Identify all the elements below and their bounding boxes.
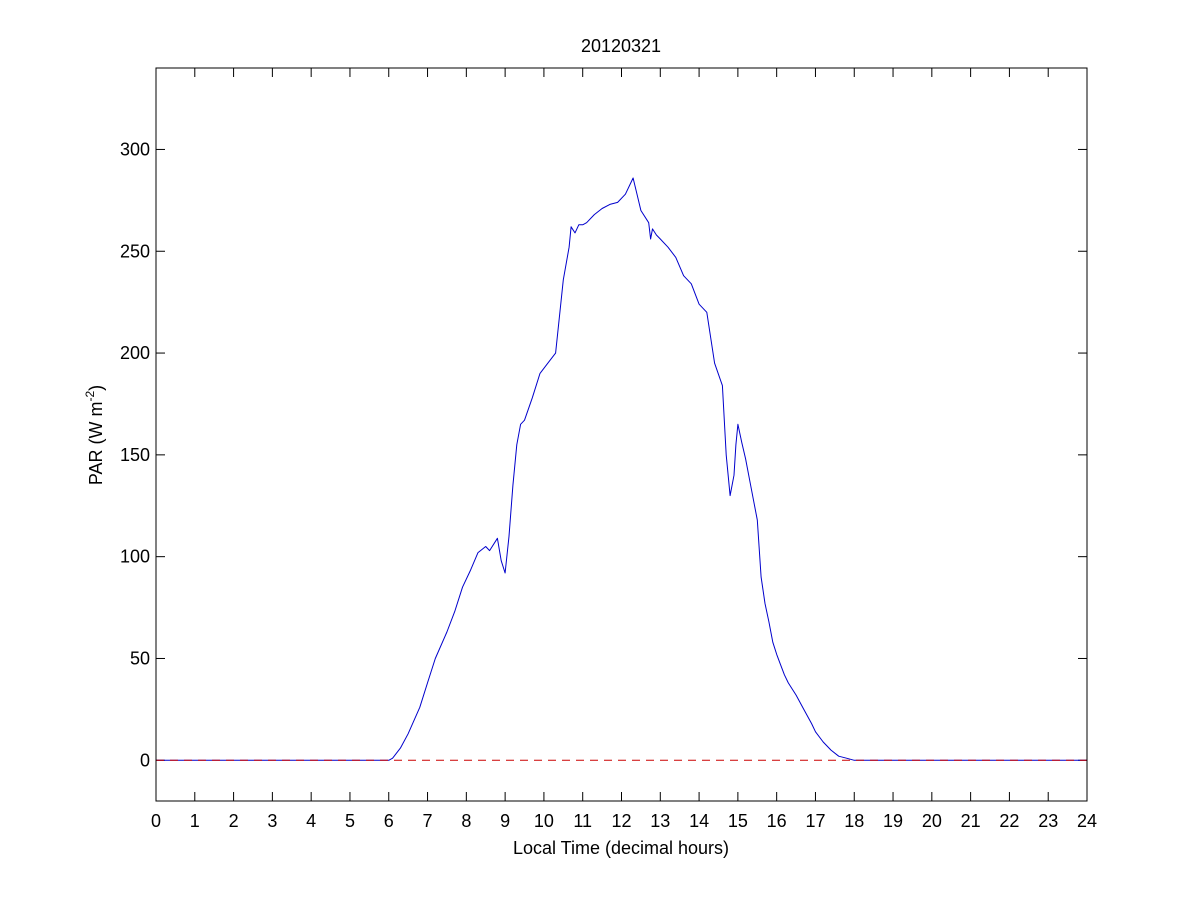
x-tick-label: 24 <box>1077 811 1097 831</box>
y-axis-label-close: ) <box>86 385 106 391</box>
x-tick-label: 23 <box>1038 811 1058 831</box>
x-tick-label: 1 <box>190 811 200 831</box>
x-tick-label: 8 <box>461 811 471 831</box>
y-axis-label-superscript: -2 <box>83 391 97 402</box>
x-axis-label: Local Time (decimal hours) <box>513 838 729 858</box>
y-tick-label: 250 <box>120 241 150 261</box>
axes-box <box>155 67 1088 802</box>
x-tick-label: 6 <box>384 811 394 831</box>
par-series-line <box>156 177 1087 761</box>
x-tick-label: 18 <box>844 811 864 831</box>
y-tick-label: 150 <box>120 445 150 465</box>
x-tick-label: 21 <box>961 811 981 831</box>
x-tick-label: 2 <box>229 811 239 831</box>
x-tick-label: 19 <box>883 811 903 831</box>
x-tick-label: 17 <box>805 811 825 831</box>
y-tick-label: 200 <box>120 343 150 363</box>
x-tick-label: 12 <box>611 811 631 831</box>
x-tick-label: 0 <box>151 811 161 831</box>
chart-title: 20120321 <box>581 36 661 56</box>
x-tick-label: 15 <box>728 811 748 831</box>
y-tick-label: 0 <box>140 750 150 770</box>
y-axis-label: PAR (W m-2) <box>83 385 106 485</box>
y-tick-label: 300 <box>120 139 150 159</box>
x-tick-label: 4 <box>306 811 316 831</box>
x-tick-label: 20 <box>922 811 942 831</box>
x-tick-label: 5 <box>345 811 355 831</box>
series-layer <box>156 177 1087 761</box>
x-tick-label: 14 <box>689 811 709 831</box>
y-tick-label: 50 <box>130 648 150 668</box>
x-tick-label: 13 <box>650 811 670 831</box>
x-tick-label: 10 <box>534 811 554 831</box>
plot-area <box>156 68 1087 801</box>
y-axis-label-main: PAR (W m <box>86 402 106 486</box>
x-tick-label: 16 <box>767 811 787 831</box>
x-tick-label: 3 <box>267 811 277 831</box>
x-tick-label: 22 <box>999 811 1019 831</box>
x-tick-label: 11 <box>573 811 592 831</box>
y-tick-label: 100 <box>120 547 150 567</box>
x-tick-label: 7 <box>423 811 433 831</box>
x-tick-label: 9 <box>500 811 510 831</box>
ticks-layer: 0 1 2 3 4 5 6 7 8 9 10 11 12 13 14 15 16 17 18 19 20 21 22 23 24… <box>120 68 1097 831</box>
